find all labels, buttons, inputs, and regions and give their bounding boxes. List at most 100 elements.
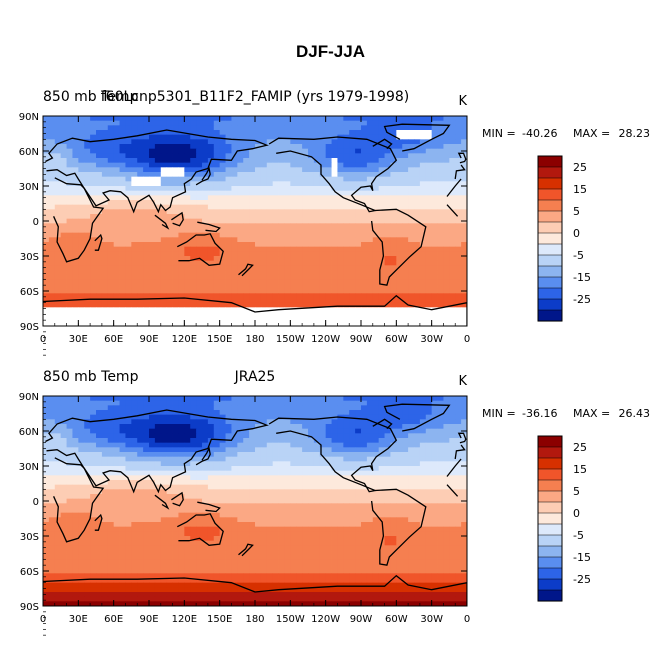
field-cell [455,265,461,270]
field-cell [408,116,414,121]
field-cell [279,457,285,462]
field-cell [114,223,120,228]
field-cell [385,181,391,186]
field-cell [438,167,444,172]
field-cell [102,219,108,224]
field-cell [343,186,349,191]
field-cell [255,457,261,462]
field-cell [443,172,449,177]
field-cell [90,284,96,289]
field-cell [332,461,338,466]
field-cell [302,303,308,308]
field-cell [267,191,273,196]
field-cell [385,312,391,317]
field-cell [361,452,367,457]
field-cell [108,438,114,443]
field-cell [443,480,449,485]
field-cell [78,116,84,121]
field-cell [396,116,402,121]
field-cell [202,191,208,196]
field-cell [214,419,220,424]
field-cell [190,121,196,126]
field-cell [296,195,302,200]
field-cell [231,205,237,210]
lat-tick-label: 30N [19,182,39,193]
field-cell [320,466,326,471]
field-cell [120,410,126,415]
field-cell [432,139,438,144]
field-cell [337,433,343,438]
field-cell [361,149,367,154]
field-cell [84,116,90,121]
field-cell [196,419,202,424]
field-cell [267,186,273,191]
field-cell [214,130,220,135]
field-cell [214,121,220,126]
field-cell [432,289,438,294]
field-cell [143,158,149,163]
field-cell [78,270,84,275]
field-cell [155,228,161,233]
field-cell [55,214,61,219]
field-cell [414,270,420,275]
field-cell [267,200,273,205]
field-cell [226,471,232,476]
field-cell [414,298,420,303]
field-cell [184,144,190,149]
field-cell [84,177,90,182]
field-cell [155,312,161,317]
lon-tick-label: 30W [420,334,443,345]
field-cell [231,284,237,289]
field-cell [355,419,361,424]
field-cell [143,452,149,457]
field-cell [408,261,414,266]
field-cell [131,130,137,135]
field-cell [355,149,361,154]
field-cell [61,307,67,312]
field-cell [190,401,196,406]
field-cell [131,471,137,476]
field-cell [231,191,237,196]
field-cell [284,153,290,158]
field-cell [420,471,426,476]
field-cell [143,205,149,210]
field-cell [161,191,167,196]
field-cell [443,419,449,424]
field-cell [125,317,131,322]
field-cell [426,289,432,294]
field-cell [367,116,373,121]
field-cell [143,424,149,429]
field-cell [108,237,114,242]
field-cell [296,237,302,242]
lon-tick-label: 0 [464,334,470,345]
field-cell [167,135,173,140]
field-cell [78,424,84,429]
field-cell [255,256,261,261]
field-cell [396,251,402,256]
field-cell [402,279,408,284]
field-cell [284,214,290,219]
field-cell [55,275,61,280]
field-cell [131,237,137,242]
field-cell [367,237,373,242]
field-cell [161,195,167,200]
field-cell [302,177,308,182]
field-cell [290,494,296,499]
field-cell [343,405,349,410]
field-cell [396,214,402,219]
field-cell [261,237,267,242]
field-cell [78,172,84,177]
field-cell [226,153,232,158]
field-cell [290,223,296,228]
field-cell [396,461,402,466]
field-cell [443,158,449,163]
field-cell [149,485,155,490]
field-cell [167,438,173,443]
field-cell [43,163,49,168]
field-cell [243,186,249,191]
field-cell [226,214,232,219]
field-cell [414,205,420,210]
field-cell [249,415,255,420]
field-cell [249,205,255,210]
field-cell [49,228,55,233]
